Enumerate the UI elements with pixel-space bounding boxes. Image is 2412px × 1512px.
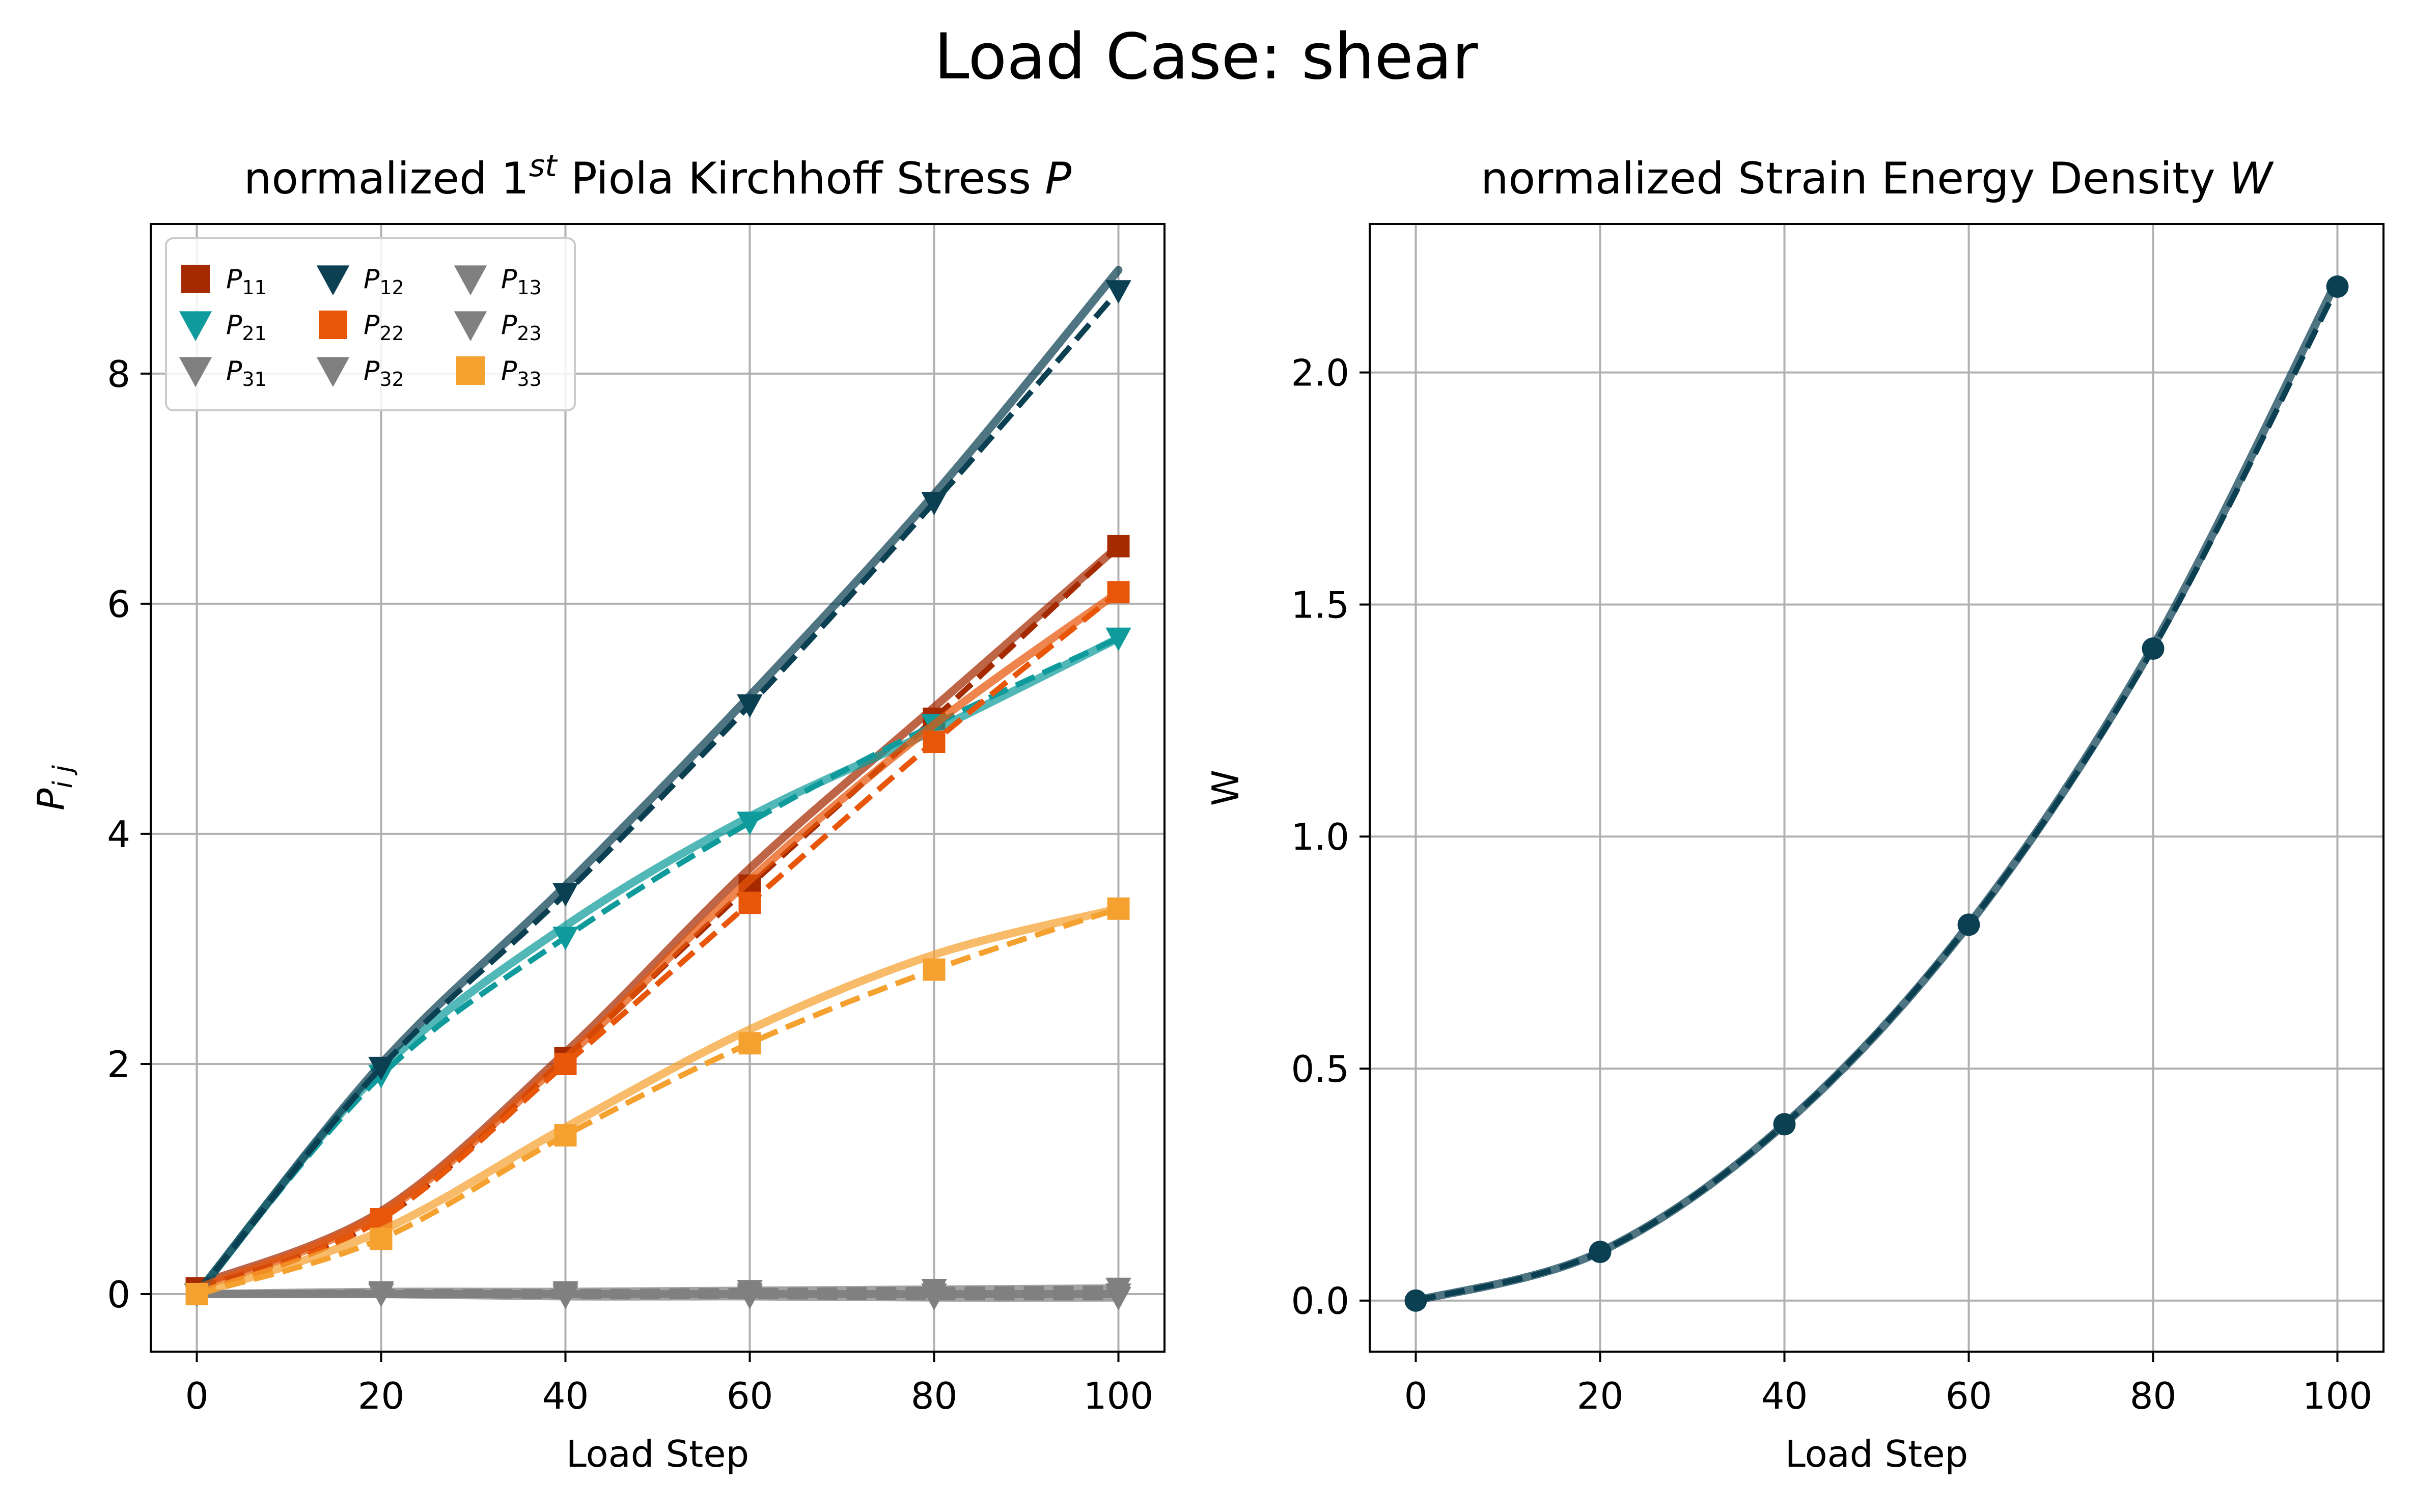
series-33-fit-line [192,904,1123,1298]
y-tick-label: 0.5 [1291,1048,1349,1090]
series-22-marker [923,731,946,753]
series-w0-ref-line [1415,285,2340,1304]
legend-marker-12 [316,265,350,296]
legend-label-11: P11 [226,264,267,299]
x-tick-label: 80 [911,1375,958,1417]
series-11-marker [1107,535,1130,557]
plot-title: normalized Strain Energy Density W [1481,153,2274,204]
series-11-ref-line [196,544,1121,1291]
legend-marker-22 [319,311,347,339]
legend-label-33: P33 [501,356,542,390]
x-tick-label: 80 [2130,1375,2177,1417]
y-tick-label: 0.0 [1291,1280,1349,1323]
y-axis-label: W [1204,770,1247,806]
series-12-marker [368,1056,394,1081]
stress-plot: 0 20 40 60 80 100 0 2 4 6 8 Load Step Pi j normalized… [30,148,1166,1475]
series-w0-marker [2142,637,2165,660]
legend-label-12: P12 [364,264,404,299]
legend-marker-21 [179,311,212,342]
series-22-marker [554,1052,577,1075]
legend-label-23: P23 [501,310,542,345]
x-tick-label: 100 [1084,1375,1153,1417]
series-23-marker [737,1283,763,1307]
series-33-marker [738,1032,761,1055]
legend-marker-31 [179,357,212,387]
series-12-marker [552,883,578,907]
series-w0-marker [2326,275,2349,298]
series-w0-marker [1589,1241,1612,1264]
plot-frame [150,223,1166,1353]
legend-marker-13 [454,265,487,296]
x-tick-label: 0 [1404,1375,1428,1417]
x-tick-label: 20 [358,1375,405,1417]
series-22-marker [738,891,761,914]
series-12-marker [737,694,763,718]
series-33-marker [554,1124,577,1147]
series-w0-fit-line [1411,275,2342,1305]
series-23-marker [921,1283,947,1307]
series-12-ref-line [195,289,1121,1296]
series-33-marker [370,1227,393,1250]
legend-label-32: P32 [364,356,404,390]
legend-marker-33 [456,356,485,385]
series-21-marker [1105,627,1131,651]
x-tick-label: 40 [542,1375,589,1417]
x-tick-label: 60 [727,1375,773,1417]
series-23-marker [368,1283,394,1307]
y-tick-label: 6 [107,583,130,626]
series-23-marker [552,1283,578,1307]
legend-label-13: P13 [501,264,542,299]
plot-title: normalized 1st Piola Kirchhoff Stress P [244,148,1071,204]
energy-plot: 0 20 40 60 80 100 0.0 0.5 1.0 1.5 2.0 Load Step Wnor… [1204,153,2385,1475]
legend-marker-23 [454,311,487,342]
series-23-marker [1105,1283,1131,1307]
y-tick-label: 1.0 [1291,816,1349,858]
legend-marker-11 [181,265,210,293]
series-21-marker [737,811,763,835]
x-axis-label: Load Step [566,1433,750,1475]
series-12-fit-line [192,266,1123,1298]
x-axis-label: Load Step [1785,1433,1969,1475]
series-w0-marker [1957,913,1980,936]
legend-label-22: P22 [364,310,404,345]
y-tick-label: 8 [107,353,130,396]
x-tick-label: 100 [2303,1375,2372,1417]
y-tick-label: 2.0 [1291,352,1349,395]
x-tick-label: 0 [185,1375,209,1417]
y-tick-label: 0 [107,1273,130,1316]
legend: P11 P21 P31 P12 P22 P32 P13 P23 P33 [165,237,576,411]
figure-title: Load Case: shear [934,20,1478,94]
series-33-marker [1107,897,1130,920]
y-tick-label: 4 [107,813,130,856]
series-22-marker [1107,581,1130,604]
y-tick-label: 2 [107,1043,130,1086]
series-w0-marker [1404,1289,1427,1312]
series-21-marker [552,927,578,950]
x-tick-label: 60 [1946,1375,1992,1417]
legend-label-21: P21 [226,310,267,345]
plot-frame [1369,223,2385,1353]
y-tick-label: 1.5 [1291,583,1349,626]
legend-marker-32 [316,357,350,387]
legend-label-31: P31 [226,356,267,390]
series-33-ref-line [196,906,1120,1297]
x-tick-label: 40 [1761,1375,1808,1417]
x-tick-label: 20 [1577,1375,1624,1417]
series-12-marker [921,492,947,516]
series-w0-marker [1773,1113,1796,1136]
series-33-marker [923,958,946,981]
series-12-marker [1105,280,1131,304]
y-axis-label: Pi j [30,765,78,810]
series-11-fit-line [192,542,1123,1289]
series-22-ref-line [196,590,1120,1297]
series-33-marker [185,1282,208,1305]
